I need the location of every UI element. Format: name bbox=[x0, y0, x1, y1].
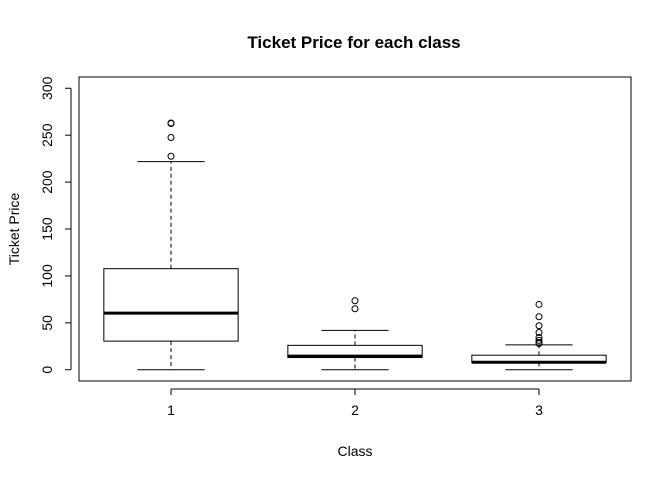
x-tick-label: 2 bbox=[351, 402, 359, 418]
y-tick-label: 150 bbox=[39, 217, 55, 241]
x-axis-label: Class bbox=[337, 443, 372, 459]
outlier-point bbox=[167, 119, 175, 127]
outlier-point bbox=[351, 305, 359, 313]
y-axis: 0 50 100 150 200 250 300 bbox=[39, 76, 72, 374]
box-iqr bbox=[103, 268, 239, 342]
y-tick-label: 0 bbox=[39, 366, 55, 374]
chart-title: Ticket Price for each class bbox=[247, 33, 460, 52]
y-tick-label: 100 bbox=[39, 264, 55, 288]
x-tick-label: 1 bbox=[167, 402, 175, 418]
outlier-point bbox=[351, 297, 359, 305]
outlier-point bbox=[535, 322, 543, 330]
outlier-point bbox=[167, 152, 175, 160]
outlier-point bbox=[535, 338, 543, 346]
plot-frame bbox=[78, 76, 632, 382]
y-tick-label: 250 bbox=[39, 123, 55, 147]
box-group-class-3 bbox=[471, 300, 607, 371]
box-group-class-1 bbox=[103, 119, 239, 371]
outlier-point bbox=[167, 134, 175, 142]
x-axis: 1 2 3 bbox=[167, 388, 543, 418]
box-group-class-2 bbox=[287, 297, 423, 371]
y-tick-label: 50 bbox=[39, 315, 55, 331]
outlier-point bbox=[535, 300, 543, 308]
y-axis-label: Ticket Price bbox=[6, 192, 22, 265]
outlier-point bbox=[535, 336, 543, 344]
y-tick-label: 300 bbox=[39, 76, 55, 100]
boxes-layer bbox=[103, 119, 607, 371]
outlier-point bbox=[535, 333, 543, 341]
outlier-point bbox=[535, 328, 543, 336]
outlier-point bbox=[535, 313, 543, 321]
x-tick-label: 3 bbox=[535, 402, 543, 418]
y-tick-label: 200 bbox=[39, 170, 55, 194]
